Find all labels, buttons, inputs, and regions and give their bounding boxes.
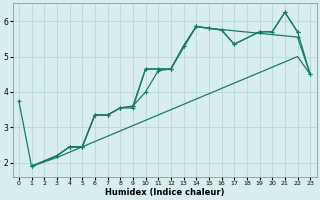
- X-axis label: Humidex (Indice chaleur): Humidex (Indice chaleur): [105, 188, 224, 197]
